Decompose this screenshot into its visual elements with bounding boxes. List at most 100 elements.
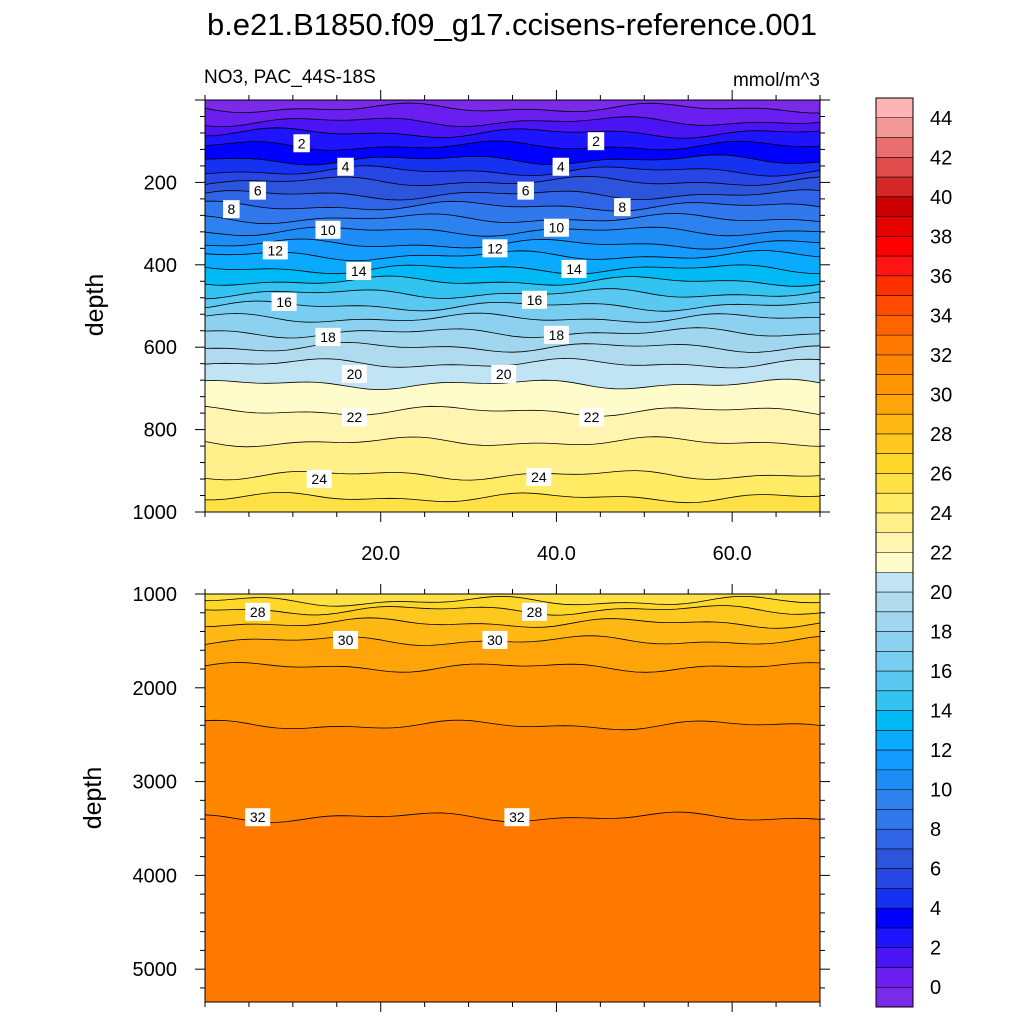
- contour-label-box: [526, 467, 552, 486]
- contour-label: 4: [557, 159, 565, 175]
- band-above-level-0: [205, 100, 820, 113]
- colorbar-box: [876, 651, 913, 672]
- y-tick-label: 2000: [133, 678, 178, 700]
- y-tick-label: 5000: [133, 959, 178, 981]
- top-panel-fills: [205, 100, 820, 512]
- contour-line-27: [204, 605, 821, 616]
- contour-label-box: [315, 327, 341, 346]
- contour-label-box: [341, 408, 367, 427]
- contour-label-box: [614, 198, 631, 217]
- contour-line-29: [204, 635, 821, 646]
- contour-label-box: [262, 241, 288, 260]
- colorbar-box: [876, 137, 913, 158]
- colorbar-label: 26: [930, 463, 952, 485]
- x-tick-label: 40.0: [537, 543, 576, 565]
- contour-line-11: [204, 238, 821, 250]
- contour-label: 32: [509, 809, 525, 825]
- y-tick-label: 3000: [133, 772, 178, 794]
- colorbar-box: [876, 927, 913, 949]
- colorbar-box: [876, 611, 913, 632]
- contour-line-22: [204, 405, 821, 417]
- contour-label-box: [552, 157, 570, 176]
- bottom-panel-ylabel: depth: [79, 767, 107, 830]
- colorbar-box: [876, 453, 913, 474]
- colorbar-box: [876, 394, 913, 415]
- contour-line-23: [204, 436, 821, 448]
- contour-line-16: [204, 300, 821, 312]
- contour-label-box: [482, 239, 508, 258]
- figure-title: b.e21.B1850.f09_g17.ccisens-reference.00…: [207, 7, 817, 42]
- colorbar-box: [876, 789, 913, 810]
- variable-region-label: NO3, PAC_44S-18S: [204, 67, 376, 88]
- colorbar-box: [876, 572, 913, 593]
- contour-line-31: [204, 719, 821, 731]
- contour-label-box: [579, 408, 605, 427]
- contour-label: 6: [254, 183, 262, 199]
- contour-label: 16: [527, 292, 543, 308]
- contour-line-17: [204, 312, 821, 323]
- contour-label-box: [517, 181, 534, 200]
- y-tick-label: 600: [144, 337, 177, 359]
- colorbar-label: 8: [930, 819, 941, 841]
- contour-label: 22: [584, 409, 600, 425]
- contour-label-box: [337, 157, 354, 176]
- colorbar-outline: [875, 97, 914, 1008]
- contour-label: 12: [487, 240, 503, 256]
- contour-label-box: [482, 630, 508, 649]
- colorbar-box: [876, 196, 913, 217]
- colorbar-box: [876, 769, 913, 790]
- colorbar-label: 22: [930, 543, 952, 565]
- colorbar-box: [876, 829, 913, 850]
- colorbar-label: 0: [930, 977, 941, 999]
- contour-line-25: [204, 492, 821, 504]
- contour-label: 12: [267, 242, 283, 258]
- contour-line-26: [204, 595, 821, 607]
- colorbar-label: 40: [930, 187, 952, 209]
- contour-line-7: [204, 189, 821, 201]
- colorbar-box: [876, 512, 913, 534]
- contour-label: 2: [298, 135, 306, 151]
- colorbar-box: [876, 354, 913, 375]
- contour-line-12: [204, 250, 821, 262]
- colorbar-box: [876, 374, 913, 395]
- contour-line-8: [204, 200, 821, 212]
- colorbar-box: [876, 947, 913, 968]
- x-tick-label: 20.0: [361, 543, 400, 565]
- colorbar-box: [876, 888, 913, 909]
- bottom-panel-contour-labels: 28 28 30 30 32 32: [245, 602, 547, 827]
- colorbar-box: [876, 473, 913, 494]
- contour-label: 8: [227, 201, 235, 217]
- y-tick-label: 200: [144, 172, 177, 194]
- contour-line-15: [204, 288, 821, 300]
- colorbar-label: 36: [930, 266, 952, 288]
- bottom-panel-ticks: 1000 2000 3000 4000 5000: [133, 584, 830, 1012]
- colorbar-box: [876, 315, 913, 336]
- contour-label: 28: [527, 604, 543, 620]
- colorbar-label: 20: [930, 582, 952, 604]
- contour-line-2: [204, 127, 821, 139]
- colorbar-box: [876, 848, 913, 869]
- colorbar-label: 2: [930, 938, 941, 960]
- contour-label-box: [315, 220, 341, 239]
- contour-label-box: [587, 132, 605, 151]
- colorbar-label: 12: [930, 740, 952, 762]
- contour-label: 20: [496, 366, 512, 382]
- contour-label-box: [521, 290, 547, 309]
- colorbar-box: [876, 908, 913, 929]
- y-tick-label: 4000: [133, 865, 178, 887]
- band-above-level-26: [205, 594, 820, 607]
- contour-label: 24: [531, 469, 547, 485]
- colorbar-box: [876, 414, 913, 435]
- colorbar-label: 34: [930, 305, 952, 327]
- colorbar-box: [876, 987, 913, 1008]
- contour-label-box: [271, 292, 297, 311]
- contour-label-box: [504, 808, 530, 827]
- contour-label: 2: [592, 133, 600, 149]
- colorbar-box: [876, 809, 913, 830]
- contour-line-4: [204, 154, 821, 166]
- colorbar-label: 42: [930, 147, 952, 169]
- units-label: mmol/m^3: [733, 70, 820, 91]
- top-panel-ylabel: depth: [81, 274, 109, 337]
- contour-label-box: [341, 364, 367, 383]
